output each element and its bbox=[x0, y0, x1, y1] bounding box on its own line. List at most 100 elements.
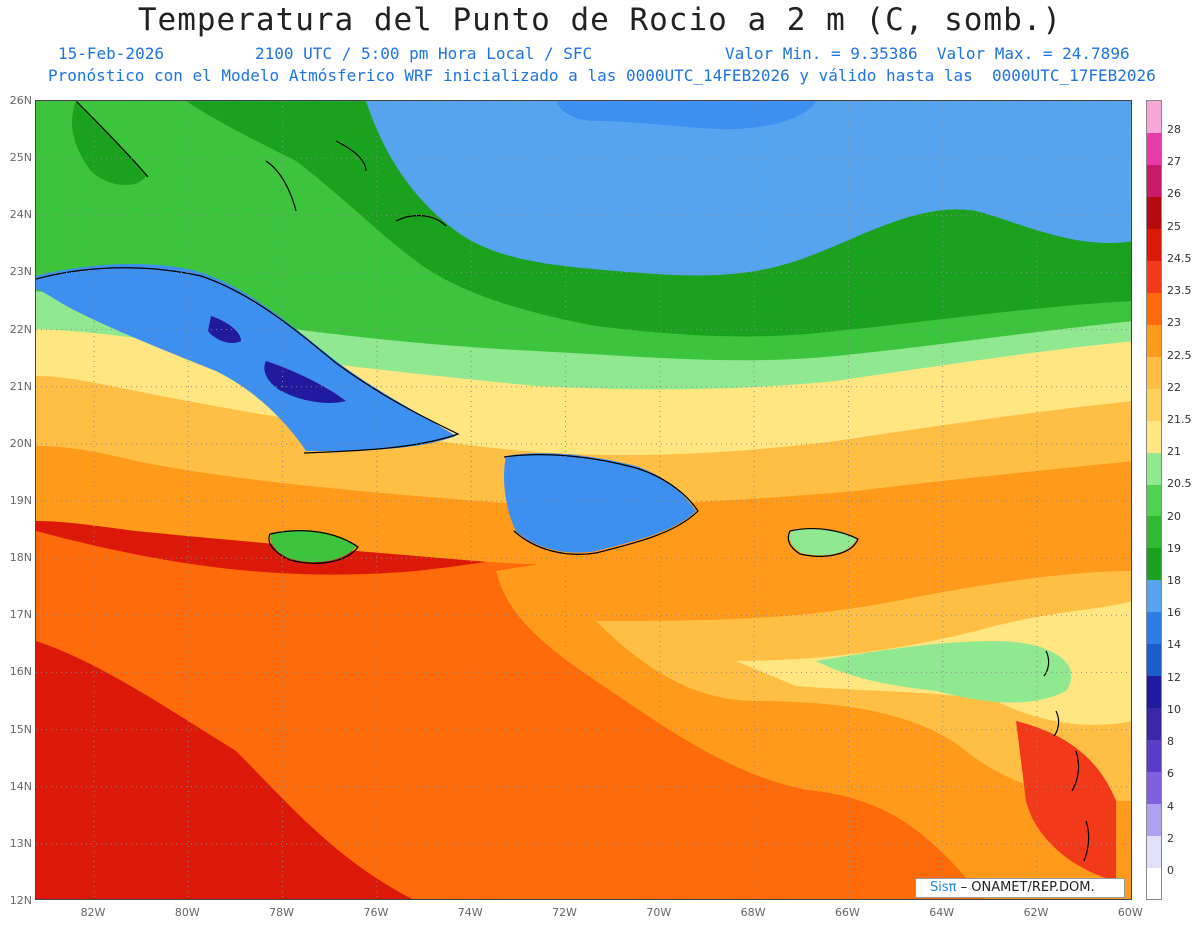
colorbar-cell bbox=[1147, 228, 1161, 262]
colorbar-cell bbox=[1147, 579, 1161, 613]
bahamas-coast bbox=[265, 140, 447, 227]
colorbar-label: 21.5 bbox=[1167, 412, 1192, 426]
colorbar-label: 0 bbox=[1167, 864, 1174, 877]
credit-text: – ONAMET/REP.DOM. bbox=[956, 880, 1095, 895]
colorbar-cell bbox=[1147, 515, 1161, 549]
map-canvas bbox=[36, 101, 1131, 899]
puertorico-coast bbox=[787, 528, 859, 557]
lon-label: 62W bbox=[1023, 906, 1049, 919]
colorbar-label: 22.5 bbox=[1167, 348, 1192, 362]
colorbar-cell bbox=[1147, 356, 1161, 389]
lightgreen-east bbox=[816, 641, 1072, 703]
lon-label: 64W bbox=[929, 906, 955, 919]
colorbar-label: 28 bbox=[1167, 123, 1181, 136]
lat-label: 23N bbox=[9, 265, 32, 279]
lat-label: 24N bbox=[9, 208, 32, 222]
colorbar-label: 20 bbox=[1167, 509, 1181, 523]
colorbar-cell bbox=[1147, 420, 1161, 453]
credit-box: Sisπ – ONAMET/REP.DOM. bbox=[915, 878, 1125, 898]
hispaniola-field bbox=[504, 453, 696, 553]
min-max-values: Valor Min. = 9.35386 Valor Max. = 24.789… bbox=[725, 44, 1130, 63]
colorbar-cell bbox=[1147, 196, 1161, 230]
cuba-field bbox=[36, 264, 456, 451]
lat-label: 20N bbox=[9, 436, 32, 450]
lon-label: 60W bbox=[1117, 906, 1143, 919]
colorbar-cell bbox=[1147, 101, 1161, 134]
colorbar-label: 25 bbox=[1167, 219, 1181, 233]
colorbar-cell bbox=[1147, 324, 1161, 357]
colorbar-cell bbox=[1147, 771, 1161, 804]
model-run-info: Pronóstico con el Modelo Atmósferico WRF… bbox=[48, 66, 1156, 85]
lat-label: 12N bbox=[9, 894, 32, 907]
lon-label: 70W bbox=[646, 906, 672, 919]
lat-label: 15N bbox=[9, 722, 32, 736]
colorbar-cell bbox=[1147, 867, 1161, 900]
colorbar-label: 24.5 bbox=[1167, 251, 1192, 265]
map-title: Temperatura del Punto de Rocio a 2 m (C,… bbox=[137, 2, 1063, 38]
lon-label: 66W bbox=[834, 906, 860, 919]
colorbar-label: 21 bbox=[1167, 445, 1181, 459]
sis-logo: Sisπ bbox=[930, 880, 957, 895]
colorbar-cell bbox=[1147, 452, 1161, 485]
colorbar-cell bbox=[1147, 803, 1161, 836]
colorbar-cell bbox=[1147, 388, 1161, 421]
lat-label: 19N bbox=[9, 494, 32, 507]
colorbar-label: 16 bbox=[1167, 606, 1181, 620]
colorbar-label: 2 bbox=[1167, 831, 1174, 845]
forecast-time: 2100 UTC / 5:00 pm Hora Local / SFC bbox=[255, 44, 593, 63]
lon-label: 68W bbox=[740, 906, 766, 919]
colorbar-cell bbox=[1147, 260, 1161, 293]
colorbar-label: 23 bbox=[1167, 316, 1181, 330]
lat-label: 17N bbox=[9, 608, 32, 622]
hispaniola-coast bbox=[503, 454, 699, 555]
darkred-east bbox=[1016, 721, 1116, 881]
jamaica-coast bbox=[268, 530, 359, 564]
colorbar-label: 14 bbox=[1167, 638, 1181, 652]
colorbar-label: 6 bbox=[1167, 767, 1174, 781]
dewpoint-map bbox=[35, 100, 1132, 900]
colorbar-cell bbox=[1147, 164, 1161, 198]
lat-label: 21N bbox=[9, 379, 32, 393]
lat-label: 13N bbox=[9, 836, 32, 850]
lon-label: 74W bbox=[457, 906, 483, 919]
colorbar-label: 10 bbox=[1167, 702, 1181, 716]
colorbar-label: 26 bbox=[1167, 187, 1181, 201]
forecast-date: 15-Feb-2026 bbox=[58, 44, 164, 63]
colorbar-cell bbox=[1147, 547, 1161, 581]
florida-coast bbox=[75, 101, 149, 178]
lon-label: 78W bbox=[269, 906, 295, 919]
lat-label: 16N bbox=[9, 665, 32, 679]
lat-label: 18N bbox=[9, 551, 32, 565]
lat-label: 26N bbox=[9, 94, 32, 107]
lat-label: 14N bbox=[9, 779, 32, 793]
colorbar-cell bbox=[1147, 643, 1161, 677]
colorbar-cell bbox=[1147, 132, 1161, 166]
colorbar-label: 12 bbox=[1167, 670, 1181, 684]
florida-field bbox=[71, 101, 146, 186]
colorbar-label: 8 bbox=[1167, 735, 1174, 749]
lat-label: 22N bbox=[9, 322, 32, 336]
graticule bbox=[36, 101, 1131, 899]
colorbar-label: 19 bbox=[1167, 541, 1181, 555]
colorbar-label: 22 bbox=[1167, 380, 1181, 394]
lon-label: 82W bbox=[80, 906, 106, 919]
color-scale-bar bbox=[1146, 100, 1162, 900]
colorbar-cell bbox=[1147, 707, 1161, 740]
jamaica-field bbox=[270, 530, 356, 563]
antilles-coast bbox=[1043, 650, 1090, 862]
colorbar-cell bbox=[1147, 675, 1161, 708]
colorbar-cell bbox=[1147, 611, 1161, 645]
colorbar-label: 18 bbox=[1167, 574, 1181, 588]
lightblue-north bbox=[366, 101, 1131, 276]
blue-north bbox=[556, 101, 816, 130]
colorbar-cell bbox=[1147, 292, 1161, 325]
lightgreen-central bbox=[36, 281, 1131, 390]
colorbar-cell bbox=[1147, 484, 1161, 517]
lat-label: 25N bbox=[9, 151, 32, 165]
lon-label: 76W bbox=[363, 906, 389, 919]
puertorico-field bbox=[789, 528, 856, 556]
colorbar-label: 27 bbox=[1167, 155, 1181, 169]
colorbar-cell bbox=[1147, 835, 1161, 868]
coastlines bbox=[36, 101, 1090, 862]
colorbar-label: 20.5 bbox=[1167, 477, 1192, 491]
